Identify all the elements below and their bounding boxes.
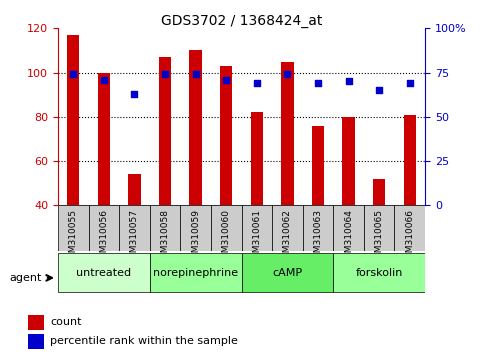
Bar bbox=[364, 205, 395, 251]
Bar bbox=[159, 57, 171, 205]
Bar bbox=[58, 205, 88, 251]
Bar bbox=[220, 66, 232, 205]
Text: percentile rank within the sample: percentile rank within the sample bbox=[50, 336, 238, 346]
Bar bbox=[281, 62, 294, 205]
Bar bbox=[150, 205, 180, 251]
Point bbox=[192, 72, 199, 77]
Bar bbox=[312, 126, 324, 205]
Text: forskolin: forskolin bbox=[355, 268, 403, 278]
Bar bbox=[28, 315, 44, 330]
Text: GSM310065: GSM310065 bbox=[375, 209, 384, 264]
Text: count: count bbox=[50, 318, 82, 327]
Text: GSM310060: GSM310060 bbox=[222, 209, 231, 264]
Point bbox=[284, 72, 291, 77]
Bar bbox=[58, 253, 150, 292]
Bar bbox=[119, 205, 150, 251]
Bar bbox=[242, 253, 333, 292]
Bar bbox=[128, 175, 141, 205]
Bar bbox=[211, 205, 242, 251]
Text: GSM310061: GSM310061 bbox=[252, 209, 261, 264]
Bar bbox=[303, 205, 333, 251]
Text: GSM310055: GSM310055 bbox=[69, 209, 78, 264]
Text: GSM310059: GSM310059 bbox=[191, 209, 200, 264]
Bar bbox=[180, 205, 211, 251]
Text: GSM310057: GSM310057 bbox=[130, 209, 139, 264]
Bar bbox=[28, 334, 44, 348]
Bar bbox=[342, 117, 355, 205]
Text: untreated: untreated bbox=[76, 268, 131, 278]
Point bbox=[222, 77, 230, 82]
Text: GSM310058: GSM310058 bbox=[160, 209, 170, 264]
Text: agent: agent bbox=[10, 273, 42, 283]
Bar bbox=[333, 205, 364, 251]
Text: GSM310066: GSM310066 bbox=[405, 209, 414, 264]
Text: GSM310062: GSM310062 bbox=[283, 209, 292, 264]
Bar bbox=[67, 35, 79, 205]
Text: GDS3702 / 1368424_at: GDS3702 / 1368424_at bbox=[161, 14, 322, 28]
Bar bbox=[272, 205, 303, 251]
Point bbox=[70, 72, 77, 77]
Text: GSM310063: GSM310063 bbox=[313, 209, 323, 264]
Point bbox=[161, 72, 169, 77]
Text: norepinephrine: norepinephrine bbox=[153, 268, 238, 278]
Bar bbox=[404, 115, 416, 205]
Point bbox=[314, 80, 322, 86]
Point bbox=[130, 91, 138, 97]
Point bbox=[375, 87, 383, 93]
Point bbox=[406, 80, 413, 86]
Point bbox=[100, 77, 108, 82]
Text: cAMP: cAMP bbox=[272, 268, 302, 278]
Text: GSM310056: GSM310056 bbox=[99, 209, 108, 264]
Bar bbox=[333, 253, 425, 292]
Bar bbox=[189, 51, 202, 205]
Point bbox=[345, 79, 353, 84]
Bar bbox=[373, 179, 385, 205]
Bar bbox=[88, 205, 119, 251]
Bar bbox=[251, 113, 263, 205]
Bar bbox=[98, 73, 110, 205]
Text: GSM310064: GSM310064 bbox=[344, 209, 353, 264]
Bar bbox=[150, 253, 242, 292]
Bar bbox=[395, 205, 425, 251]
Bar bbox=[242, 205, 272, 251]
Point bbox=[253, 80, 261, 86]
